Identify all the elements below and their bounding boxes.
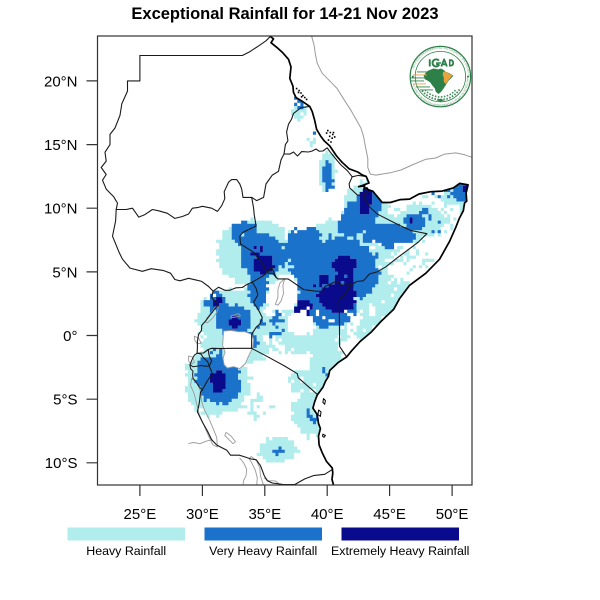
svg-text:Exceptional Rainfall for 14-21: Exceptional Rainfall for 14-21 Nov 2023	[131, 5, 438, 23]
svg-text:5°N: 5°N	[52, 264, 77, 281]
svg-text:15°N: 15°N	[44, 137, 78, 154]
svg-text:50°E: 50°E	[436, 506, 469, 523]
svg-text:Extremely Heavy Rainfall: Extremely Heavy Rainfall	[331, 544, 469, 558]
svg-text:20°N: 20°N	[44, 73, 78, 90]
svg-text:10°N: 10°N	[44, 201, 78, 218]
svg-text:45°E: 45°E	[373, 506, 406, 523]
svg-text:Very Heavy Rainfall: Very Heavy Rainfall	[209, 544, 317, 558]
svg-text:10°S: 10°S	[45, 455, 78, 472]
svg-text:Heavy Rainfall: Heavy Rainfall	[86, 544, 166, 558]
svg-text:30°E: 30°E	[186, 506, 219, 523]
svg-text:35°E: 35°E	[248, 506, 281, 523]
svg-text:0°: 0°	[63, 328, 77, 345]
svg-text:25°E: 25°E	[124, 506, 157, 523]
svg-text:5°S: 5°S	[53, 392, 77, 409]
svg-text:40°E: 40°E	[311, 506, 344, 523]
